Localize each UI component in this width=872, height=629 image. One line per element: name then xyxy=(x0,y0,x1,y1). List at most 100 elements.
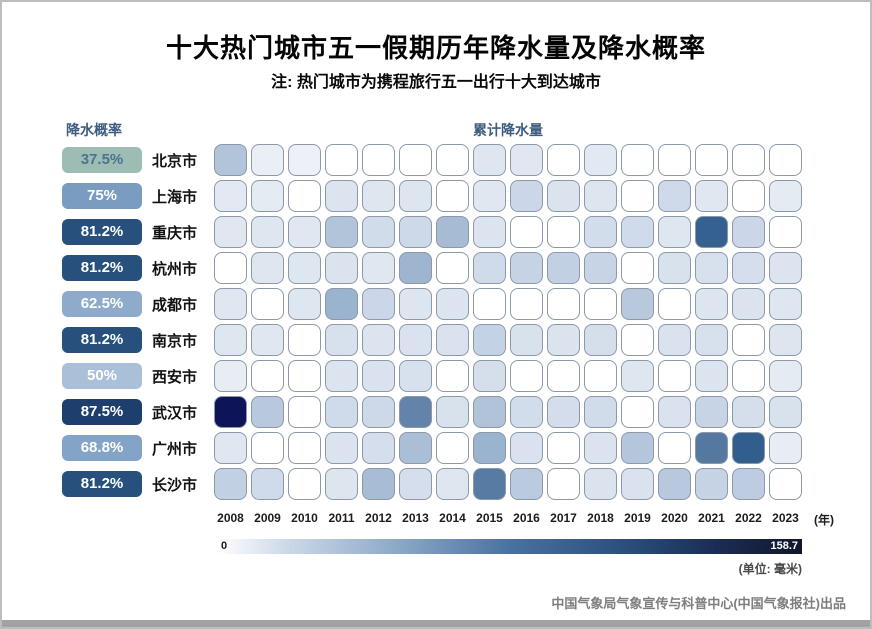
heatmap-cell xyxy=(621,468,654,500)
heatmap-cell xyxy=(214,216,247,248)
heatmap-cell xyxy=(732,324,765,356)
heatmap-cell xyxy=(436,396,469,428)
heatmap-cell xyxy=(325,468,358,500)
heatmap-cell xyxy=(473,360,506,392)
heatmap-cell xyxy=(251,360,284,392)
heatmap-cell xyxy=(399,432,432,464)
heatmap-row: 68.8% 广州市 xyxy=(2,430,870,466)
heatmap-cell xyxy=(510,396,543,428)
heatmap-cell xyxy=(288,288,321,320)
heatmap-cell xyxy=(288,252,321,284)
heatmap-cell xyxy=(584,396,617,428)
heatmap-cell xyxy=(732,180,765,212)
heatmap-cell xyxy=(325,216,358,248)
legend-max-label: 158.7 xyxy=(770,540,798,552)
heatmap-cell xyxy=(214,396,247,428)
heatmap-cell xyxy=(399,468,432,500)
heatmap-cell xyxy=(547,252,580,284)
heatmap-cell xyxy=(695,180,728,212)
year-label: 2013 xyxy=(402,511,429,525)
heatmap-cell xyxy=(436,288,469,320)
heatmap-cell xyxy=(362,216,395,248)
heatmap-cell xyxy=(584,180,617,212)
heatmap-row-cells xyxy=(214,432,802,464)
heatmap-cell xyxy=(510,288,543,320)
heatmap-cell xyxy=(436,252,469,284)
heatmap-row-cells xyxy=(214,180,802,212)
heatmap-cell xyxy=(584,216,617,248)
probability-badge: 81.2% xyxy=(62,219,142,245)
bottom-window-bar xyxy=(2,620,870,627)
heatmap-cell xyxy=(621,396,654,428)
footer-credit: 中国气象局气象宣传与科普中心(中国气象报社)出品 xyxy=(551,596,846,611)
heatmap-cell xyxy=(621,144,654,176)
heatmap-cell xyxy=(436,180,469,212)
heatmap-cell xyxy=(251,324,284,356)
heatmap-cell xyxy=(658,432,691,464)
heatmap-cell xyxy=(288,144,321,176)
heatmap-cell xyxy=(584,432,617,464)
heatmap-cell xyxy=(510,360,543,392)
heatmap-cell xyxy=(658,468,691,500)
heatmap-cell xyxy=(732,432,765,464)
city-label: 北京市 xyxy=(152,152,198,170)
heatmap-row-cells xyxy=(214,360,802,392)
heatmap-cell xyxy=(362,252,395,284)
year-label: 2022 xyxy=(735,511,762,525)
heatmap-cell xyxy=(251,396,284,428)
heatmap-row: 37.5% 北京市 xyxy=(2,142,870,178)
heatmap-cell xyxy=(399,216,432,248)
probability-badge: 50% xyxy=(62,363,142,389)
heatmap-cell xyxy=(658,216,691,248)
heatmap-cell xyxy=(251,144,284,176)
heatmap-cell xyxy=(547,432,580,464)
heatmap-cell xyxy=(473,324,506,356)
heatmap-cell xyxy=(362,396,395,428)
heatmap-cell xyxy=(695,324,728,356)
year-label: 2009 xyxy=(254,511,281,525)
heatmap-cell xyxy=(473,180,506,212)
year-label: 2014 xyxy=(439,511,466,525)
heatmap-cell xyxy=(510,432,543,464)
heatmap-cell xyxy=(695,360,728,392)
year-label: 2012 xyxy=(365,511,392,525)
heatmap-cell xyxy=(325,144,358,176)
heatmap-cell xyxy=(473,432,506,464)
heatmap-cell xyxy=(251,468,284,500)
heatmap-cell xyxy=(695,468,728,500)
heatmap-cell xyxy=(658,324,691,356)
year-label: 2015 xyxy=(476,511,503,525)
year-label: 2018 xyxy=(587,511,614,525)
heatmap-row: 62.5% 成都市 xyxy=(2,286,870,322)
heatmap-row-cells xyxy=(214,216,802,248)
heatmap-cell xyxy=(214,324,247,356)
heatmap-cell xyxy=(769,216,802,248)
heatmap-cell xyxy=(362,360,395,392)
heatmap-cell xyxy=(325,252,358,284)
heatmap-cell xyxy=(288,324,321,356)
heatmap-cell xyxy=(584,468,617,500)
heatmap-cell xyxy=(362,288,395,320)
heatmap-cell xyxy=(325,180,358,212)
heatmap-cell xyxy=(658,180,691,212)
x-axis-year-labels: 2008 2009 2010 2011 2012 2013 2014 2015 2016 2017… xyxy=(214,511,802,525)
heatmap-cell xyxy=(547,180,580,212)
heatmap-cell xyxy=(473,468,506,500)
city-label: 杭州市 xyxy=(152,260,198,278)
heatmap-cell xyxy=(288,216,321,248)
legend-min-label: 0 xyxy=(221,540,228,552)
legend-unit-label: (单位: 毫米) xyxy=(738,562,802,576)
cumulative-precipitation-header: 累计降水量 xyxy=(473,122,543,138)
heatmap-cell xyxy=(251,252,284,284)
heatmap-cell xyxy=(695,396,728,428)
probability-badge: 62.5% xyxy=(62,291,142,317)
heatmap-cell xyxy=(547,360,580,392)
heatmap-cell xyxy=(769,288,802,320)
heatmap-cell xyxy=(399,252,432,284)
heatmap-cell xyxy=(695,432,728,464)
heatmap-cell xyxy=(436,468,469,500)
heatmap-cell xyxy=(510,144,543,176)
heatmap-cell xyxy=(214,252,247,284)
heatmap-cell xyxy=(288,468,321,500)
heatmap-cell xyxy=(436,216,469,248)
